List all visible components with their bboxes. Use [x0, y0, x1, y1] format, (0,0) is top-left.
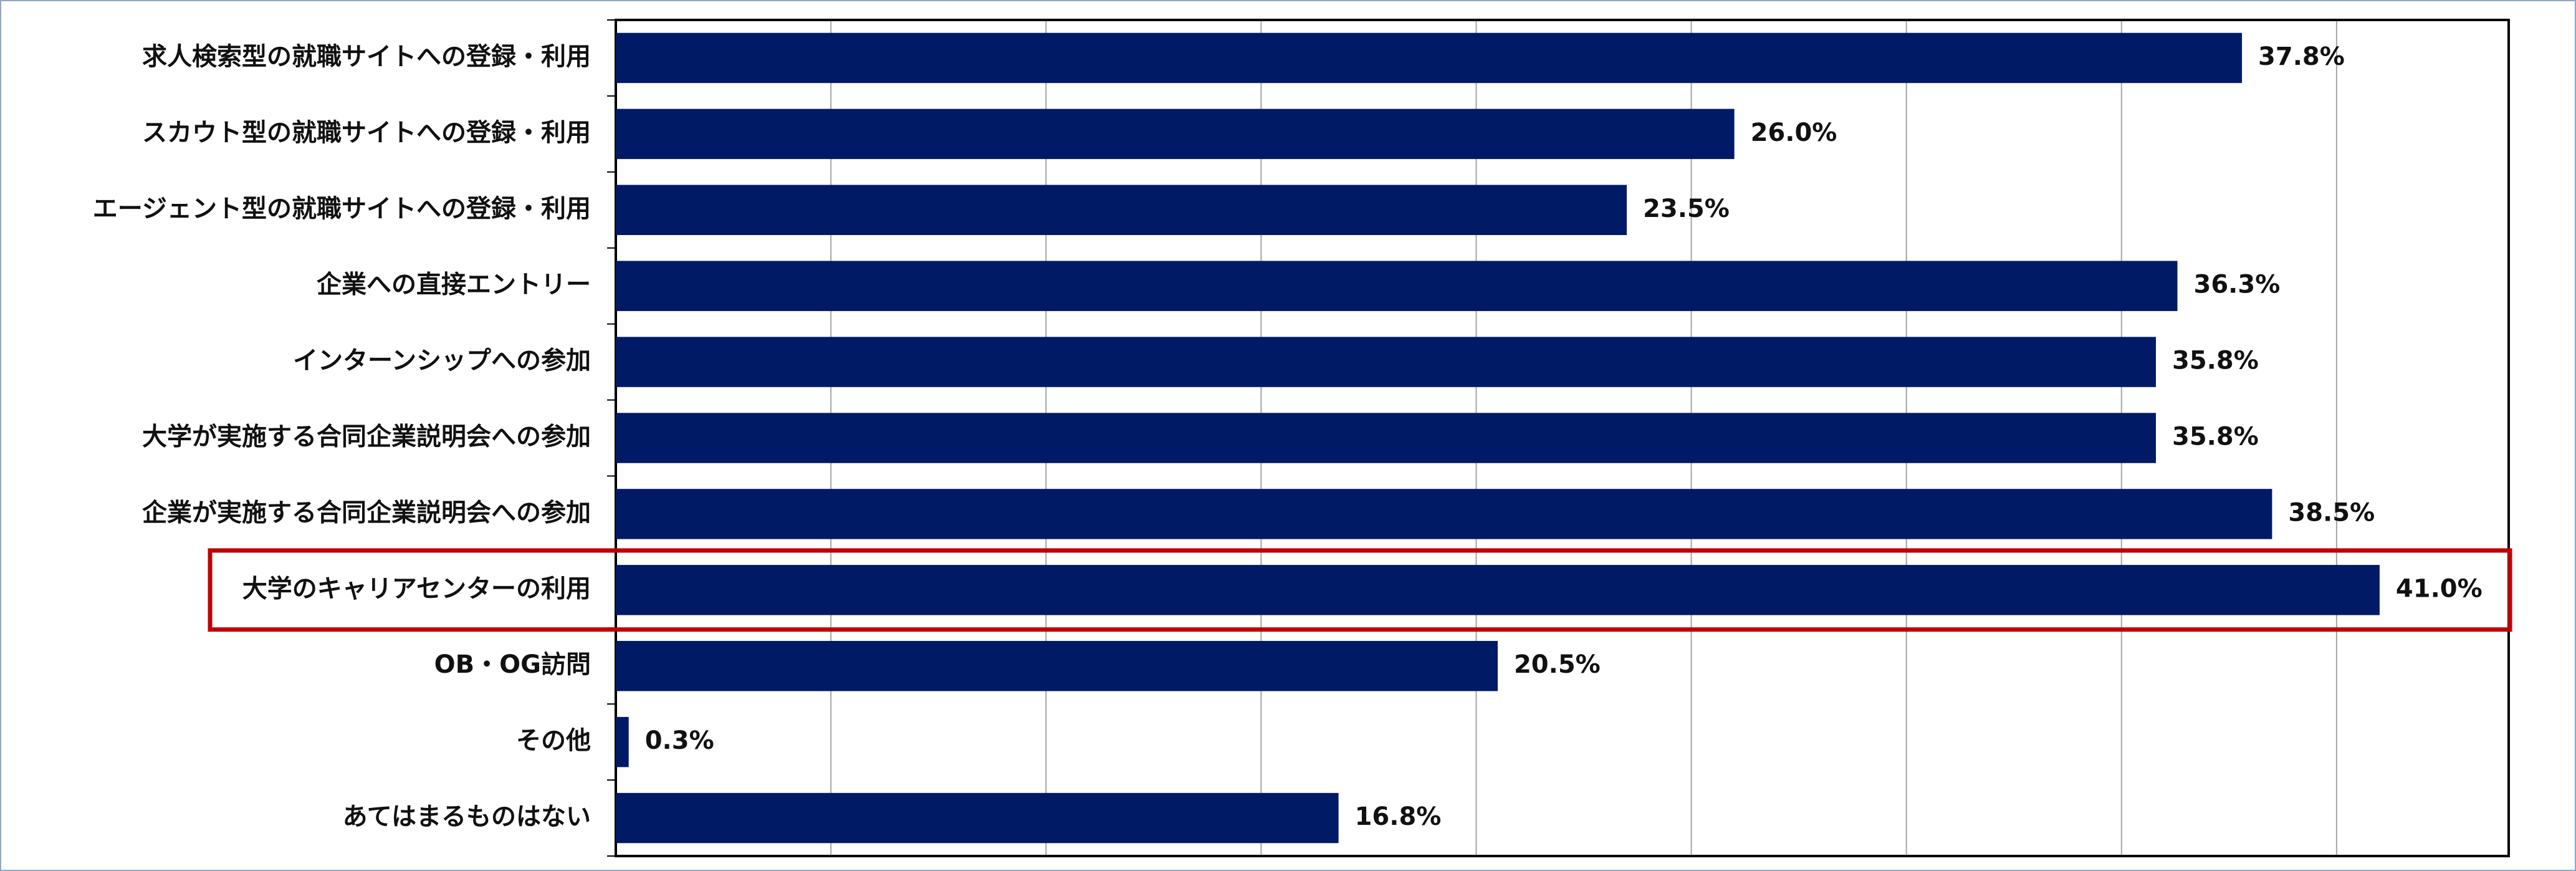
bar: [616, 489, 2272, 539]
y-tick-label: エージェント型の就職サイトへの登録・利用: [93, 195, 591, 223]
y-tick-label: OB・OG訪問: [434, 650, 591, 679]
value-label: 38.5%: [2288, 498, 2375, 527]
y-tick-label: スカウト型の就職サイトへの登録・利用: [142, 118, 591, 147]
value-label: 0.3%: [645, 726, 714, 755]
bar: [616, 261, 2178, 311]
value-label: 41.0%: [2396, 574, 2483, 603]
y-tick-label: 大学のキャリアセンターの利用: [242, 574, 591, 603]
bar: [616, 32, 2243, 84]
value-label: 26.0%: [1751, 118, 1837, 147]
y-tick-label: インターンシップへの参加: [293, 347, 591, 375]
bar: [616, 565, 2380, 615]
y-tick-label: あてはまるものはない: [343, 802, 591, 831]
bar: [616, 792, 1339, 844]
y-tick-label: 企業への直接エントリー: [317, 271, 591, 299]
value-label: 20.5%: [1514, 650, 1601, 679]
highlight-box: [208, 548, 2512, 632]
y-tick-label: 求人検索型の就職サイトへの登録・利用: [142, 42, 591, 71]
y-tick-label: 企業が実施する合同企業説明会への参加: [142, 498, 591, 527]
value-label: 35.8%: [2172, 347, 2259, 375]
bar: [616, 413, 2157, 463]
value-label: 36.3%: [2194, 271, 2281, 299]
bar: [616, 185, 1627, 236]
bar: [616, 337, 2157, 387]
y-tick-label: その他: [516, 726, 591, 755]
bar: [616, 108, 1735, 160]
value-label: 23.5%: [1643, 195, 1730, 223]
y-tick-label: 大学が実施する合同企業説明会への参加: [142, 423, 591, 451]
value-label: 35.8%: [2172, 423, 2259, 451]
value-label: 16.8%: [1355, 802, 1442, 831]
bar: [616, 716, 629, 768]
value-label: 37.8%: [2258, 42, 2345, 71]
bar: [616, 640, 1498, 691]
